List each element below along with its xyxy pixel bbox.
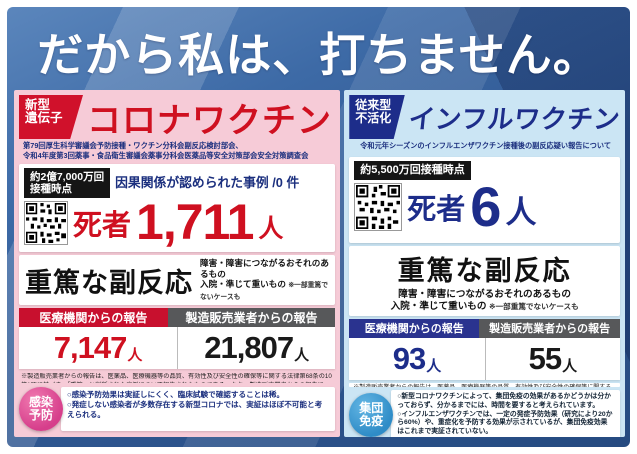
corona-title: コロナワクチン	[87, 101, 332, 140]
corona-serious-note-2: 入院・準じて重いもの	[200, 279, 286, 290]
corona-medical-unit: 人	[127, 347, 143, 365]
corona-medical-report-label: 医療機関からの報告	[19, 308, 168, 328]
influenza-serious-reactions: 重篤な副反応 障害・障害につながるおそれのあるもの 入院・準じて重いもの ※一部…	[349, 246, 620, 316]
influenza-panel: 従来型 不活化 インフルワクチン 令和元年シーズンのインフルエンザワクチン接種後…	[344, 90, 625, 437]
influenza-footnote: ※製造販売業者からの報告は、医薬品、医療機器等の品質、有効性及び安全性の確保等に…	[349, 382, 620, 387]
poster-background: だから私は、打ちません。 新型 遺伝子 コロナワクチン 第79回厚生科学審議会予…	[7, 7, 630, 447]
qr-code-icon	[354, 182, 403, 231]
influenza-medical-unit: 人	[426, 357, 442, 375]
infection-prevention-callout: 感染 予防 ○感染予防効果は実証しにくく、臨床試験で確認することは稀。 ○発症し…	[19, 387, 336, 431]
corona-deaths-unit: 人	[258, 215, 284, 244]
influenza-dose-point: 約5,500万回接種時点	[354, 161, 471, 180]
influenza-deaths-value: 6	[470, 174, 501, 238]
corona-medical-count: 7,147	[53, 330, 128, 366]
influenza-medical-report-value: 93 人	[349, 338, 484, 380]
influenza-maker-report-label: 製造販売業者からの報告	[479, 318, 620, 338]
influenza-serious-note-1: 障害・障害につながるおそれのあるもの	[398, 289, 571, 300]
herd-immunity-callout: 集団 免疫 ○新型コロナワクチンによって、集団免疫の効果があるかどうかは分かって…	[349, 389, 620, 437]
corona-maker-report-value: 21,807 人	[177, 327, 335, 370]
corona-causal-cases: 因果関係が認められた事例 /0 件	[115, 175, 300, 190]
influenza-type-badge: 従来型 不活化	[349, 95, 405, 139]
corona-deaths-value: 1,711	[136, 194, 254, 251]
corona-panel: 新型 遺伝子 コロナワクチン 第79回厚生科学審議会予防接種・ワクチン分科会副反…	[14, 90, 341, 437]
corona-serious-reactions: 重篤な副反応 障害・障害につながるおそれのあるもの 入院・準じて重いもの ※一部…	[19, 255, 336, 306]
influenza-maker-report-value: 55 人	[484, 337, 620, 380]
corona-serious-note-1: 障害・障害につながるおそれのあるもの	[200, 258, 329, 279]
corona-maker-report-label: 製造販売業者からの報告	[167, 308, 336, 328]
corona-deaths-label: 死者	[73, 209, 132, 242]
corona-source-note: 第79回厚生科学審議会予防接種・ワクチン分科会副反応検討部会、 令和4年度第3回…	[23, 141, 309, 160]
corona-dose-point: 約2億7,000万回 接種時点	[24, 168, 111, 199]
influenza-medical-report-label: 医療機関からの報告	[349, 318, 480, 338]
corona-report-labels: 医療機関からの報告 製造販売業者からの報告	[19, 308, 336, 328]
corona-death-row: 死者 1,711 人	[24, 194, 330, 251]
influenza-source-note: 令和元年シーズンのインフルエンザワクチン接種後の副反応疑い報告について	[360, 141, 612, 150]
herd-immunity-text: ○新型コロナワクチンによって、集団免疫の効果があるかどうかは分かっておらず、分か…	[391, 389, 620, 437]
corona-header: 新型 遺伝子 コロナワクチン	[19, 95, 335, 140]
influenza-report-numbers: 93 人 55 人	[349, 337, 620, 380]
corona-serious-title: 重篤な副反応	[25, 267, 193, 298]
corona-maker-count: 21,807	[204, 330, 294, 366]
influenza-maker-count: 55	[528, 340, 562, 376]
influenza-title: インフルワクチン	[407, 103, 622, 134]
influenza-serious-note-2-row: 入院・準じて重いもの ※一部重篤でないケースも	[355, 301, 614, 313]
influenza-dose-row: 約5,500万回接種時点	[354, 161, 615, 180]
influenza-serious-note-2: 入院・準じて重いもの	[390, 300, 487, 312]
influenza-serious-notes: 障害・障害につながるおそれのあるもの 入院・準じて重いもの ※一部重篤でないケー…	[355, 289, 614, 313]
influenza-serious-caveat: ※一部重篤でないケースも	[489, 301, 579, 311]
corona-type-badge: 新型 遺伝子	[19, 95, 83, 139]
corona-serious-caveat: ※一部重篤でないケースも	[200, 282, 329, 301]
corona-medical-report-value: 7,147 人	[19, 327, 177, 369]
infection-prevention-text: ○感染予防効果は実証しにくく、臨床試験で確認することは稀。 ○発症しない感染者が…	[61, 387, 336, 431]
influenza-death-row: 死者 6 人	[354, 174, 615, 238]
influenza-deaths-unit: 人	[505, 195, 537, 231]
influenza-maker-unit: 人	[562, 357, 578, 375]
corona-footnote: ※製造販売業者からの報告は、医薬品、医療機器等の品質、有効性及び安全性の確保等に…	[21, 373, 332, 383]
corona-dose-row: 約2億7,000万回 接種時点 因果関係が認められた事例 /0 件	[24, 168, 330, 199]
corona-death-stats: 約2億7,000万回 接種時点 因果関係が認められた事例 /0 件	[19, 164, 336, 252]
corona-report-numbers: 7,147 人 21,807 人	[19, 327, 336, 370]
infection-prevention-badge: 感染 予防	[19, 387, 63, 431]
influenza-header: 従来型 不活化 インフルワクチン	[349, 95, 622, 139]
influenza-deaths-label: 死者	[407, 193, 466, 226]
corona-maker-unit: 人	[294, 347, 310, 365]
herd-immunity-badge: 集団 免疫	[349, 393, 394, 437]
influenza-death-stats: 約5,500万回接種時点 死者 6	[349, 157, 620, 243]
comparison-panels: 新型 遺伝子 コロナワクチン 第79回厚生科学審議会予防接種・ワクチン分科会副反…	[14, 90, 625, 437]
corona-serious-notes: 障害・障害につながるおそれのあるもの 入院・準じて重いもの ※一部重篤でないケー…	[200, 258, 329, 302]
qr-code-icon	[24, 200, 68, 245]
headline: だから私は、打ちません。	[37, 30, 600, 81]
corona-serious-note-2-row: 入院・準じて重いもの ※一部重篤でないケースも	[200, 279, 329, 302]
influenza-serious-title: 重篤な副反応	[397, 256, 572, 286]
influenza-report-labels: 医療機関からの報告 製造販売業者からの報告	[349, 318, 620, 338]
influenza-medical-count: 93	[392, 340, 426, 376]
